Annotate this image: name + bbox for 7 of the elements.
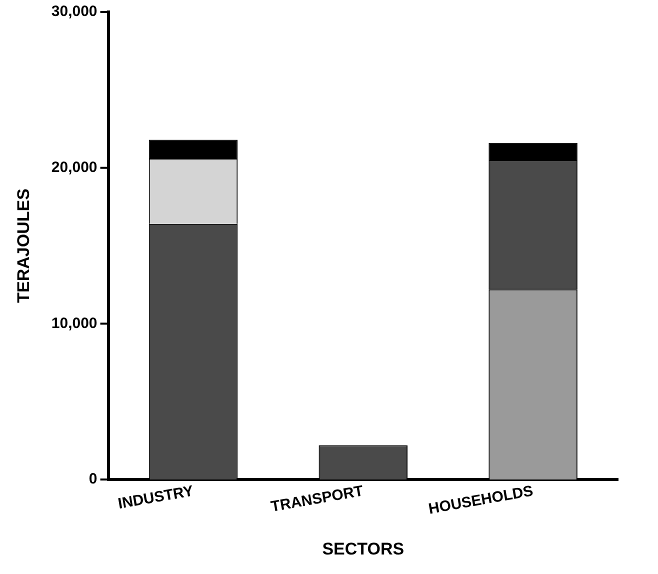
x-axis-title: SECTORS [322,539,404,558]
x-tick-label: INDUSTRY [116,482,195,513]
y-tick-label: 10,000 [51,314,98,332]
y-tick-label: 0 [88,470,98,488]
y-tick-label: 30,000 [51,3,98,20]
y-axis-title: TERAJOULES [14,188,33,303]
y-tick-label: 20,000 [51,158,98,176]
